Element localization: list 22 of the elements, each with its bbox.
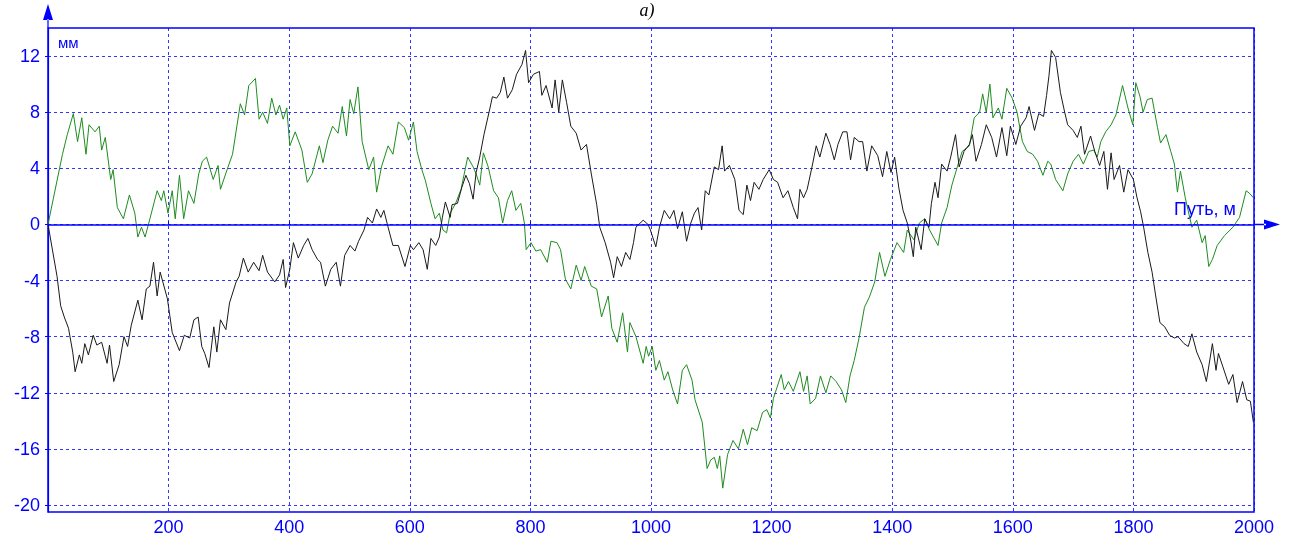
x-tick-label: 200 xyxy=(153,517,184,536)
x-axis-title: Путь, м xyxy=(1174,199,1236,220)
x-tick-label: 800 xyxy=(515,517,546,536)
x-tick-label: 400 xyxy=(274,517,305,536)
y-tick-label: -4 xyxy=(23,270,40,291)
y-tick-label: -20 xyxy=(13,494,40,515)
x-tick-label: 600 xyxy=(394,517,425,536)
y-tick-label: 8 xyxy=(29,102,40,123)
x-tick-label: 2000 xyxy=(1233,517,1275,536)
y-axis-title: мм xyxy=(58,34,79,51)
x-tick-label: 1600 xyxy=(992,517,1033,536)
x-tick-label: 1200 xyxy=(751,517,792,536)
y-tick-label: 12 xyxy=(19,46,40,67)
y-tick-label: -8 xyxy=(23,326,40,347)
x-tick-label: 1800 xyxy=(1113,517,1154,536)
y-tick-label: -16 xyxy=(13,438,40,459)
y-tick-label: 4 xyxy=(29,158,40,179)
chart-title: а) xyxy=(639,0,655,21)
y-tick-label: 0 xyxy=(29,214,40,235)
y-tick-label: -12 xyxy=(13,382,40,403)
x-tick-label: 1000 xyxy=(630,517,672,536)
x-tick-label: 1400 xyxy=(872,517,913,536)
